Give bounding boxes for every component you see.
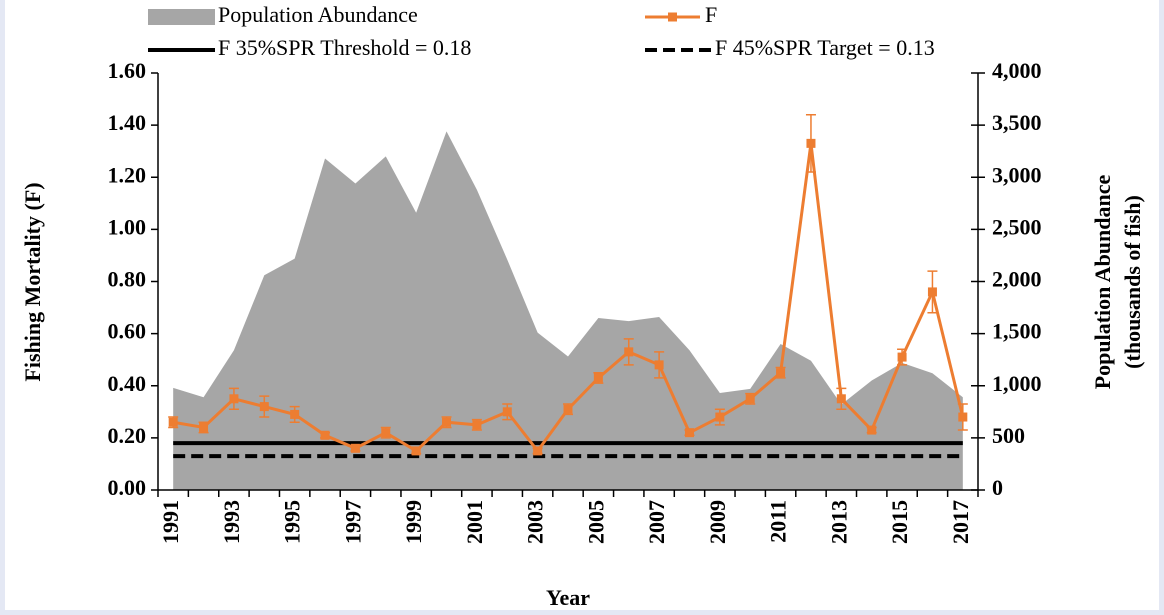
y-tick-label: 0.40 xyxy=(108,371,147,396)
x-tick-label: 2003 xyxy=(523,500,548,544)
y2-tick-label: 1,500 xyxy=(992,319,1042,344)
marker xyxy=(502,407,512,417)
x-tick-label: 1997 xyxy=(340,500,365,544)
marker xyxy=(563,404,573,414)
x-tick-label: 2013 xyxy=(826,500,851,544)
y-tick-label: 0.80 xyxy=(108,267,147,292)
x-tick-label: 2007 xyxy=(644,500,669,544)
y2-tick-label: 4,000 xyxy=(992,58,1042,83)
legend-label: F 45%SPR Target = 0.13 xyxy=(715,35,935,60)
marker xyxy=(867,425,877,435)
y2-tick-label: 500 xyxy=(992,423,1025,448)
legend-label: F 35%SPR Threshold = 0.18 xyxy=(218,35,471,60)
y2-tick-label: 0 xyxy=(992,475,1003,500)
y-tick-label: 1.20 xyxy=(108,162,147,187)
marker xyxy=(684,428,694,438)
marker xyxy=(472,420,482,430)
x-tick-label: 1999 xyxy=(401,500,426,544)
y-tick-label: 1.00 xyxy=(108,214,147,239)
marker xyxy=(654,360,664,370)
marker xyxy=(776,368,786,378)
marker xyxy=(624,347,634,357)
y-tick-label: 1.40 xyxy=(108,110,147,135)
y-tick-label: 1.60 xyxy=(108,58,147,83)
y2-tick-label: 3,500 xyxy=(992,110,1042,135)
marker xyxy=(229,394,239,404)
marker xyxy=(927,287,937,297)
y2-axis-label: Population Abundance xyxy=(1090,174,1115,389)
x-tick-label: 2005 xyxy=(583,500,608,544)
legend-swatch xyxy=(148,9,215,25)
marker xyxy=(259,402,269,412)
marker xyxy=(897,352,907,362)
x-tick-label: 2015 xyxy=(887,500,912,544)
marker xyxy=(442,417,452,427)
area xyxy=(173,131,963,490)
y-axis-label: Fishing Mortality (F) xyxy=(20,182,45,381)
legend-label: Population Abundance xyxy=(218,2,418,27)
marker xyxy=(593,373,603,383)
y2-axis-label: (thousands of fish) xyxy=(1120,195,1145,369)
x-tick-label: 1991 xyxy=(158,500,183,544)
marker xyxy=(745,394,755,404)
plot-background xyxy=(5,0,1159,610)
x-tick-label: 1995 xyxy=(280,500,305,544)
y-tick-label: 0.60 xyxy=(108,319,147,344)
marker xyxy=(290,409,300,419)
legend-label: F xyxy=(705,2,717,27)
y-tick-label: 0.00 xyxy=(108,475,147,500)
x-tick-label: 2011 xyxy=(766,500,791,543)
y-tick-label: 0.20 xyxy=(108,423,147,448)
marker xyxy=(350,443,360,453)
y2-tick-label: 2,000 xyxy=(992,267,1042,292)
marker xyxy=(199,422,209,432)
marker xyxy=(715,412,725,422)
x-tick-label: 2017 xyxy=(948,500,973,544)
y2-tick-label: 3,000 xyxy=(992,162,1042,187)
legend-swatch xyxy=(668,12,677,22)
marker xyxy=(806,138,816,148)
marker xyxy=(411,446,421,456)
x-tick-label: 1993 xyxy=(219,500,244,544)
x-axis-label: Year xyxy=(546,585,590,610)
marker xyxy=(836,394,846,404)
x-tick-label: 2009 xyxy=(705,500,730,544)
y2-tick-label: 2,500 xyxy=(992,214,1042,239)
x-tick-label: 2001 xyxy=(462,500,487,544)
marker xyxy=(533,446,543,456)
marker xyxy=(381,428,391,438)
marker xyxy=(320,430,330,440)
marker xyxy=(958,412,968,422)
y2-tick-label: 1,000 xyxy=(992,371,1042,396)
marker xyxy=(168,417,178,427)
